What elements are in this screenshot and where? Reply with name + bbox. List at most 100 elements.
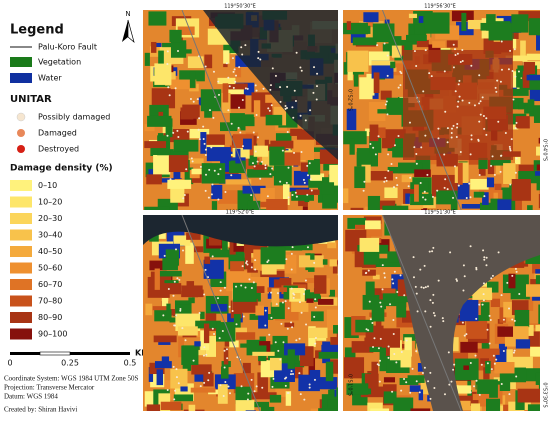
building-point — [316, 72, 319, 75]
legend-label: Vegetation — [38, 58, 81, 67]
land-patch — [267, 170, 278, 177]
land-patch — [244, 248, 252, 270]
land-patch — [457, 400, 482, 411]
building-point — [461, 48, 464, 51]
density-swatch — [10, 279, 32, 290]
building-point — [300, 150, 303, 153]
building-point — [424, 198, 427, 201]
land-patch — [144, 124, 155, 132]
building-point — [240, 284, 243, 287]
building-point — [185, 168, 188, 171]
building-point — [427, 380, 430, 383]
building-point — [376, 363, 379, 366]
building-point — [232, 86, 235, 89]
land-patch — [382, 289, 399, 307]
land-patch — [170, 368, 188, 389]
building-point — [166, 388, 169, 391]
land-patch — [295, 189, 320, 195]
vegetation-symbol — [10, 57, 32, 67]
building-point — [225, 62, 228, 65]
land-patch — [513, 31, 519, 39]
building-point — [173, 324, 176, 327]
building-point — [481, 96, 484, 99]
building-point — [499, 154, 502, 157]
land-patch — [240, 343, 248, 348]
building-point — [481, 303, 484, 306]
density-swatch — [10, 246, 32, 257]
building-point — [485, 133, 488, 136]
building-point — [294, 191, 297, 194]
building-point — [452, 368, 455, 371]
land-patch — [260, 201, 282, 208]
density-swatch — [10, 328, 32, 340]
land-patch — [311, 311, 324, 322]
building-point — [514, 267, 517, 270]
building-point — [212, 70, 215, 73]
building-point — [190, 157, 193, 160]
land-patch — [353, 73, 359, 87]
building-point — [271, 167, 274, 170]
land-patch — [384, 187, 398, 199]
building-point — [292, 296, 295, 299]
land-patch — [203, 323, 210, 344]
building-point — [206, 276, 209, 279]
land-patch — [144, 141, 167, 149]
building-point — [514, 75, 517, 78]
land-patch — [535, 171, 540, 176]
building-point — [223, 366, 226, 369]
building-point — [390, 163, 393, 166]
land-patch — [371, 60, 395, 66]
building-point — [387, 345, 390, 348]
coordinate-label: 119°51'30"E — [424, 210, 456, 216]
building-point — [279, 180, 282, 183]
building-point — [186, 130, 189, 133]
land-patch — [151, 88, 176, 109]
land-patch — [157, 198, 178, 210]
scale-bar — [10, 352, 40, 355]
building-point — [196, 98, 199, 101]
building-point — [397, 134, 400, 137]
land-patch — [536, 146, 540, 156]
land-patch — [218, 190, 239, 204]
land-patch — [393, 397, 414, 411]
land-patch — [490, 298, 501, 308]
building-point — [269, 84, 272, 87]
building-point — [489, 319, 492, 322]
land-patch — [417, 363, 424, 372]
land-patch — [310, 253, 315, 260]
land-patch — [298, 255, 324, 268]
land-patch — [204, 106, 213, 118]
building-point — [211, 183, 214, 186]
density-label: 40–50 — [38, 247, 62, 256]
land-patch — [346, 383, 369, 395]
credit: Projection: Transverse Mercator — [4, 384, 95, 392]
land-patch — [144, 206, 170, 210]
building-point — [482, 282, 485, 285]
land-patch — [232, 298, 258, 313]
land-patch — [185, 242, 194, 264]
building-point — [259, 58, 262, 61]
building-point — [174, 87, 177, 90]
land-patch — [193, 246, 204, 253]
building-point — [228, 85, 231, 88]
land-patch — [365, 281, 375, 297]
land-patch — [527, 99, 535, 112]
building-point — [462, 289, 465, 292]
building-point — [432, 246, 435, 249]
building-point — [295, 339, 298, 342]
building-point — [299, 393, 302, 396]
building-point — [299, 66, 302, 69]
building-point — [226, 357, 229, 360]
land-patch — [539, 30, 540, 47]
building-point — [166, 50, 169, 53]
building-point — [167, 86, 170, 89]
land-patch — [173, 169, 182, 179]
building-point — [304, 119, 307, 122]
building-point — [420, 286, 423, 289]
land-patch — [436, 190, 455, 205]
building-point — [424, 310, 427, 313]
building-point — [275, 303, 278, 306]
land-patch — [397, 279, 409, 302]
land-patch — [232, 282, 257, 302]
